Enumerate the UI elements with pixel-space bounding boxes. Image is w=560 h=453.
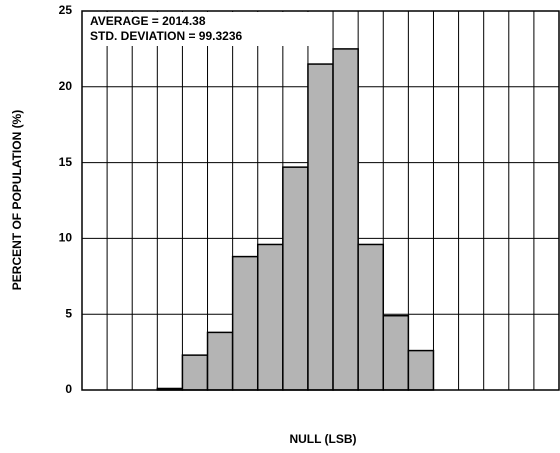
plot-area: 0 5 10 15 20 25 (59, 3, 560, 396)
plot-frame (81, 10, 560, 391)
y-tick-label: 15 (59, 155, 73, 169)
annotation-box (83, 12, 309, 46)
x-axis-label: NULL (LSB) (289, 432, 356, 446)
bar (231, 255, 259, 391)
y-tick-label: 25 (59, 3, 73, 17)
bar (256, 243, 284, 391)
bar (382, 314, 410, 391)
bar (206, 331, 234, 391)
bar (181, 354, 209, 391)
bar (332, 48, 359, 391)
bar (357, 243, 385, 391)
y-tick-label: 5 (65, 306, 72, 320)
y-tick-label: 0 (65, 382, 72, 396)
annotation: AVERAGE = 2014.38 (90, 14, 206, 28)
bar (307, 63, 334, 391)
y-tick-label: 10 (59, 231, 73, 245)
y-axis-label: PERCENT OF POPULATION (%) (10, 110, 24, 290)
bar (407, 349, 435, 391)
annotation: STD. DEVIATION = 99.3236 (90, 29, 242, 43)
bar (282, 166, 309, 391)
y-tick-label: 20 (59, 79, 73, 93)
